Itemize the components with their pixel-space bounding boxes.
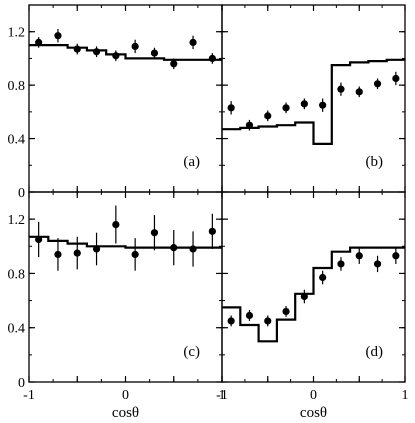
x-tick-label: 0 xyxy=(122,388,129,403)
data-point xyxy=(189,38,197,47)
data-point xyxy=(355,252,363,260)
panel-b: (b) xyxy=(221,4,406,193)
y-tick-label: 0.4 xyxy=(8,322,26,337)
data-point xyxy=(170,244,178,252)
y-tick-label: 0 xyxy=(18,376,25,391)
data-point xyxy=(131,250,139,259)
y-tick-label: 0.8 xyxy=(8,267,26,282)
data-point xyxy=(54,32,62,40)
data-point xyxy=(337,85,345,93)
data-point xyxy=(319,273,327,282)
x-tick-label: 1 xyxy=(219,388,226,403)
x-tick-label: 0 xyxy=(310,388,317,403)
data-point xyxy=(150,49,159,57)
data-point xyxy=(150,229,159,237)
data-point xyxy=(337,260,345,268)
model-histogram xyxy=(222,58,405,145)
data-point xyxy=(282,104,290,112)
x-tick-label: -1 xyxy=(216,388,228,403)
data-point xyxy=(300,100,308,108)
data-point xyxy=(264,112,272,120)
y-tick-label: 1.2 xyxy=(8,26,26,41)
data-point xyxy=(373,80,382,88)
data-point xyxy=(54,250,62,259)
data-point xyxy=(373,260,382,268)
data-point xyxy=(112,52,120,60)
x-tick-label: -1 xyxy=(23,388,35,403)
data-point xyxy=(73,249,81,257)
data-point xyxy=(35,235,43,244)
data-point xyxy=(208,54,216,63)
y-tick-label: 0 xyxy=(18,186,25,201)
panel-label: (b) xyxy=(366,154,384,170)
data-point xyxy=(319,101,327,109)
data-point xyxy=(245,311,254,320)
panel-a: 0 0.4 0.8 1.2 (a) xyxy=(8,4,223,201)
x-axis-label: cosθ xyxy=(112,405,139,421)
panel-label: (a) xyxy=(183,154,200,170)
data-point xyxy=(392,252,400,260)
data-point xyxy=(189,245,197,253)
data-point xyxy=(92,245,101,253)
data-point xyxy=(264,317,272,325)
data-point xyxy=(282,307,290,316)
y-tick-label: 0.8 xyxy=(8,79,26,94)
data-point xyxy=(112,220,120,229)
data-point xyxy=(227,104,235,112)
data-point xyxy=(92,48,101,56)
y-tick-label: 1.2 xyxy=(8,213,26,228)
data-point xyxy=(227,317,235,325)
data-point xyxy=(245,121,254,129)
data-point xyxy=(35,38,43,47)
panel-d: -1 0 1 cosθ (d) xyxy=(216,191,409,421)
x-axis-label: cosθ xyxy=(300,405,327,421)
panel-label: (d) xyxy=(366,344,384,360)
data-point xyxy=(170,60,178,68)
panel-label: (c) xyxy=(183,344,200,360)
y-tick-label: 0.4 xyxy=(8,133,26,148)
data-point xyxy=(300,292,308,301)
data-point xyxy=(73,45,81,53)
data-point xyxy=(392,74,400,83)
x-tick-label: 1 xyxy=(402,388,409,403)
data-point xyxy=(355,88,363,96)
data-point xyxy=(208,227,216,235)
data-point xyxy=(131,42,139,51)
